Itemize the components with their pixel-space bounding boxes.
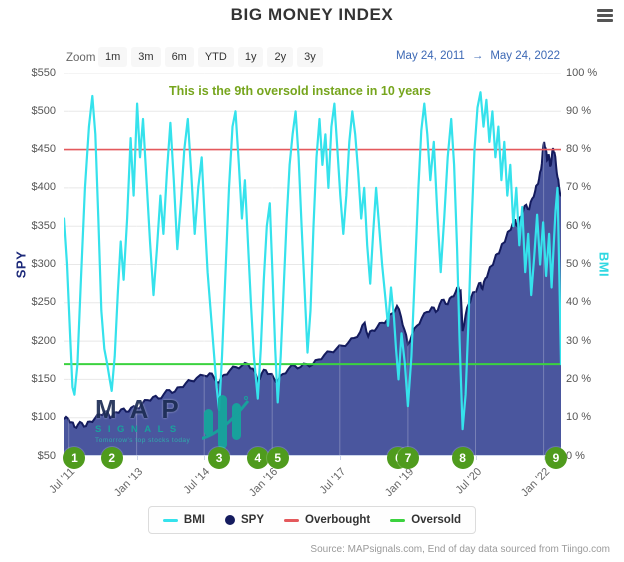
right-axis-label: 100 % xyxy=(566,66,598,79)
zoom-label: Zoom xyxy=(66,52,96,64)
legend-label: Oversold xyxy=(411,514,462,526)
oversold-line-swatch-icon xyxy=(390,518,406,522)
legend-item-oversold[interactable]: Oversold xyxy=(390,514,461,526)
watermark-signals-text: SIGNALS xyxy=(95,424,183,435)
mapsignals-watermark: MAP SIGNALS Tomorrow's top stocks today xyxy=(95,394,254,450)
right-axis-label: 60 % xyxy=(566,219,592,232)
x-axis-tick xyxy=(204,456,206,460)
right-axis-label: 40 % xyxy=(566,296,592,309)
right-axis-label: 90 % xyxy=(566,104,592,117)
zoom-button-2y[interactable]: 2y xyxy=(267,47,294,67)
oversold-marker-2: 2 xyxy=(100,447,123,469)
left-axis-label: $250 xyxy=(31,296,56,309)
right-axis-label: 30 % xyxy=(566,334,592,347)
x-axis-tick xyxy=(339,456,341,460)
left-axis-label: $50 xyxy=(37,449,56,462)
watermark-map-text: MAP xyxy=(95,394,192,424)
bmi-line-swatch-icon xyxy=(162,518,178,522)
oversold-marker-8: 8 xyxy=(451,447,474,469)
x-axis-tick xyxy=(475,456,477,460)
left-axis-label: $100 xyxy=(31,411,56,424)
zoom-button-ytd[interactable]: YTD xyxy=(197,47,234,67)
bmi-line-series xyxy=(64,91,561,431)
right-axis-label: 80 % xyxy=(566,143,592,156)
left-axis-label: $200 xyxy=(31,334,56,347)
context-menu-button[interactable] xyxy=(597,9,613,24)
left-axis-label: $450 xyxy=(31,143,56,156)
oversold-marker-7: 7 xyxy=(396,447,419,469)
oversold-marker-3: 3 xyxy=(208,447,231,469)
legend-item-bmi[interactable]: BMI xyxy=(162,514,206,526)
right-axis-label: 0 % xyxy=(566,449,585,462)
menu-bar-icon xyxy=(597,9,613,12)
zoom-button-3m[interactable]: 3m xyxy=(131,47,161,67)
legend: BMI SPY Overbought Oversold xyxy=(147,506,477,534)
legend-item-overbought[interactable]: Overbought xyxy=(284,514,370,526)
x-axis-tick xyxy=(136,456,138,460)
legend-label: Overbought xyxy=(305,514,371,526)
range-selector-buttons: 1m 3m 6m YTD 1y 2y 3y xyxy=(98,47,323,67)
oversold-marker-1: 1 xyxy=(63,447,86,469)
left-axis-label: $350 xyxy=(31,219,56,232)
date-range: May 24, 2011 → May 24, 2022 xyxy=(396,50,560,62)
to-date-input[interactable]: May 24, 2022 xyxy=(490,50,560,62)
legend-item-spy[interactable]: SPY xyxy=(225,514,264,526)
oversold-marker-5: 5 xyxy=(266,447,289,469)
menu-bar-icon xyxy=(597,19,613,22)
oversold-marker-9: 9 xyxy=(545,447,568,469)
left-axis-label: $550 xyxy=(31,66,56,79)
date-range-arrow-icon: → xyxy=(471,50,484,62)
legend-label: BMI xyxy=(183,514,206,526)
source-credit: Source: MAPsignals.com, End of day data … xyxy=(310,544,610,555)
zoom-button-6m[interactable]: 6m xyxy=(164,47,194,67)
spy-area-series xyxy=(64,141,561,456)
watermark-tagline: Tomorrow's top stocks today xyxy=(95,437,191,444)
page-title: BIG MONEY INDEX xyxy=(230,5,394,24)
mapsignals-logo-icon xyxy=(201,395,249,449)
left-axis-label: $400 xyxy=(31,181,56,194)
from-date-input[interactable]: May 24, 2011 xyxy=(395,50,465,62)
spy-dot-swatch-icon xyxy=(225,515,236,525)
plot-area[interactable] xyxy=(64,73,561,456)
right-axis-label: 50 % xyxy=(566,258,592,270)
oversold-annotation: This is the 9th oversold instance in 10 … xyxy=(169,84,431,98)
x-axis-tick xyxy=(543,456,545,460)
oversold-marker-4: 4 xyxy=(246,447,269,469)
left-axis-label: $300 xyxy=(31,258,56,270)
legend-label: SPY xyxy=(241,514,265,526)
right-axis-label: 10 % xyxy=(566,411,592,424)
menu-bar-icon xyxy=(597,14,613,17)
right-axis-label: 20 % xyxy=(566,372,592,385)
zoom-button-1y[interactable]: 1y xyxy=(237,47,264,67)
left-axis-label: $150 xyxy=(31,372,56,385)
zoom-button-3y[interactable]: 3y xyxy=(297,47,323,67)
left-axis-label: $500 xyxy=(31,104,56,117)
overbought-line-swatch-icon xyxy=(284,518,300,522)
zoom-button-1m[interactable]: 1m xyxy=(98,47,128,67)
right-axis-label: 70 % xyxy=(566,181,592,194)
